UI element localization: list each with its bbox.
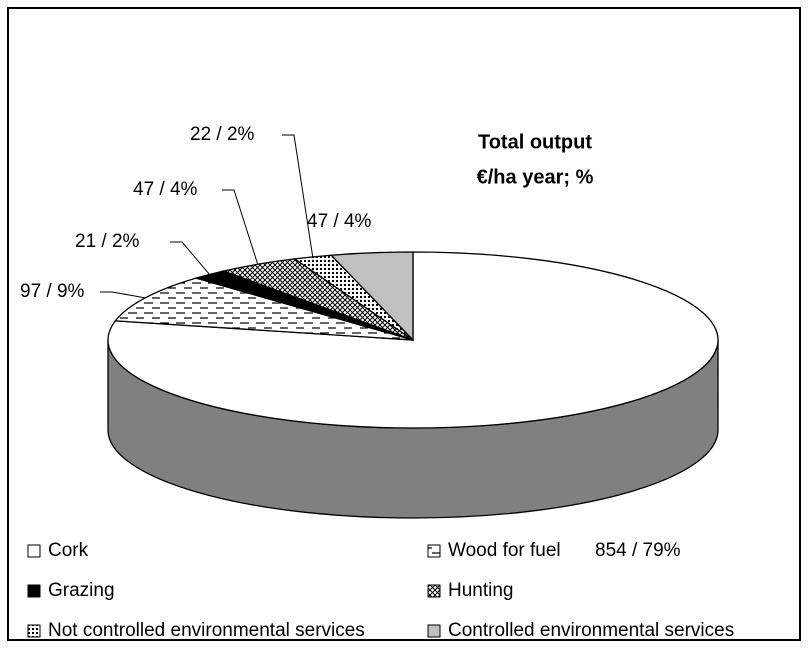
pie-slice: [114, 277, 414, 341]
legend-marker: [427, 624, 441, 638]
legend-label: Cork: [48, 540, 89, 561]
leader-line: [170, 241, 210, 275]
pie-slice: [329, 251, 414, 342]
data-label: 21 / 2%: [75, 231, 140, 252]
legend-marker: [27, 624, 41, 638]
data-label: 47 / 4%: [133, 179, 198, 200]
legend-label: Hunting: [448, 580, 514, 601]
data-label: 47 / 4%: [307, 211, 372, 232]
legend-label: Controlled environmental services: [448, 620, 734, 641]
legend-marker: [27, 544, 41, 558]
legend-marker: [427, 584, 441, 598]
legend-label: Not controlled environmental services: [48, 620, 365, 641]
legend-marker: [427, 544, 441, 558]
leader-line: [222, 189, 259, 265]
legend-marker: [27, 584, 41, 598]
legend-label: Wood for fuel: [448, 540, 561, 561]
data-label: 97 / 9%: [20, 281, 85, 302]
leader-line: [282, 134, 314, 257]
leader-line: [100, 291, 146, 299]
legend-label: Grazing: [48, 580, 115, 601]
chart-title: Total output: [478, 131, 592, 153]
data-label: 854 / 79%: [595, 540, 681, 561]
data-label: 22 / 2%: [190, 124, 255, 145]
chart-subtitle: €/ha year; %: [477, 166, 594, 188]
